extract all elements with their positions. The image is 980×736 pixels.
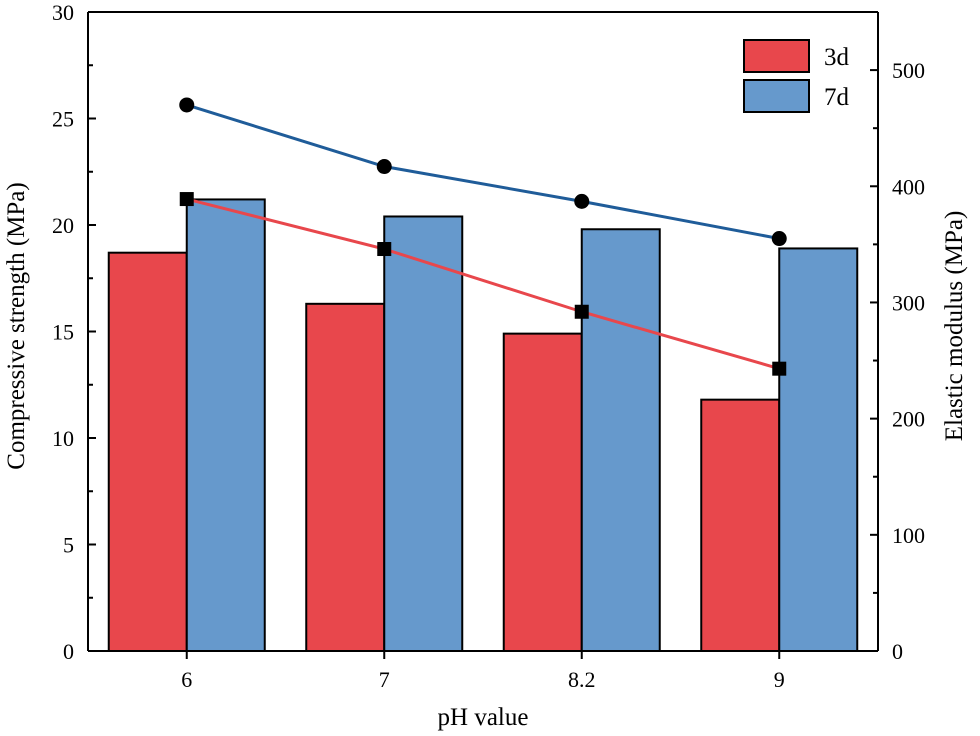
line-1-point-8.2 — [574, 304, 589, 319]
x-tick-label: 7 — [379, 667, 390, 692]
legend-label-3d: 3d — [824, 44, 850, 71]
y-tick-label: 5 — [63, 533, 74, 558]
bar-7d-7 — [383, 215, 464, 652]
bar-7d-9 — [778, 247, 859, 652]
y-tick-label: 15 — [52, 320, 74, 345]
legend-swatch-7d — [743, 79, 810, 113]
line-series-1 — [186, 197, 780, 371]
x-tick-label: 9 — [774, 667, 785, 692]
y2-tick-label: 400 — [892, 174, 925, 199]
bar-3d-9 — [700, 398, 781, 652]
y2-tick-label: 100 — [892, 523, 925, 548]
bar-7d-8.2 — [580, 228, 661, 652]
x-axis-title: pH value — [438, 704, 529, 731]
y-axis-title: Compressive strength (MPa) — [3, 182, 30, 469]
line-2-point-9 — [771, 231, 787, 247]
bar-7d-6 — [185, 198, 266, 652]
bars-layer — [107, 198, 859, 652]
y-tick-label: 0 — [63, 639, 74, 664]
y-tick-label: 25 — [52, 107, 74, 132]
line-series-2 — [186, 103, 780, 241]
line-2-point-7 — [376, 159, 392, 175]
line-1-point-6 — [179, 192, 194, 207]
y-tick-label: 10 — [52, 426, 74, 451]
bar-3d-7 — [305, 302, 386, 652]
x-tick-label: 6 — [181, 667, 192, 692]
y2-tick-label: 200 — [892, 407, 925, 432]
line-2-point-6 — [179, 97, 195, 113]
lines-layer — [179, 97, 787, 376]
y-tick-label: 20 — [52, 213, 74, 238]
y-tick-label: 30 — [52, 0, 74, 25]
bar-3d-8.2 — [502, 332, 583, 652]
bar-3d-6 — [107, 251, 188, 652]
line-1-point-7 — [377, 242, 392, 257]
y2-tick-label: 300 — [892, 290, 925, 315]
legend-swatch-3d — [743, 39, 810, 73]
x-tick-label: 8.2 — [568, 667, 596, 692]
line-1-point-9 — [772, 361, 787, 376]
y2-axis-title: Elastic modulus (MPa) — [941, 211, 968, 442]
y2-tick-label: 500 — [892, 58, 925, 83]
y2-tick-label: 0 — [892, 639, 903, 664]
legend-label-7d: 7d — [824, 84, 850, 111]
line-2-point-8.2 — [574, 193, 590, 209]
